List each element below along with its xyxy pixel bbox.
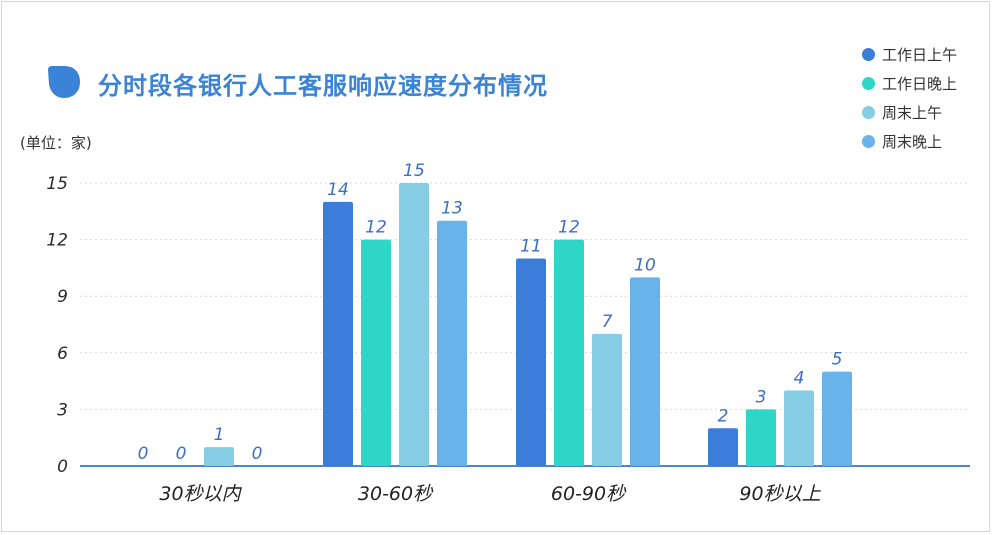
data-label: 7 bbox=[602, 312, 613, 332]
legend-label: 周末晚上 bbox=[882, 133, 943, 151]
title-bubble-icon bbox=[48, 66, 80, 98]
unit-label: (单位：家) bbox=[20, 134, 92, 152]
legend: 工作日上午 工作日晚上 周末上午 周末晚上 bbox=[862, 40, 957, 156]
y-tick-label: 15 bbox=[46, 174, 68, 194]
y-tick-label: 6 bbox=[57, 344, 68, 364]
x-tick-label: 90秒以上 bbox=[739, 483, 821, 505]
data-label: 0 bbox=[138, 444, 149, 464]
legend-swatch bbox=[862, 106, 875, 119]
bar bbox=[708, 428, 738, 466]
bar bbox=[784, 390, 814, 466]
bar bbox=[746, 409, 776, 466]
data-label: 12 bbox=[365, 218, 387, 238]
bar bbox=[516, 258, 546, 466]
y-tick-label: 12 bbox=[46, 231, 68, 251]
chart-title: 分时段各银行人工客服响应速度分布情况 bbox=[98, 72, 548, 100]
data-label: 1 bbox=[214, 425, 225, 445]
data-label: 15 bbox=[403, 161, 425, 181]
data-label: 0 bbox=[176, 444, 187, 464]
data-label: 4 bbox=[794, 369, 805, 389]
bar bbox=[630, 277, 660, 466]
legend-swatch bbox=[862, 48, 875, 61]
data-label: 10 bbox=[634, 255, 656, 275]
bar bbox=[323, 201, 353, 466]
y-tick-label: 9 bbox=[57, 287, 68, 307]
legend-swatch bbox=[862, 77, 875, 90]
bar bbox=[399, 183, 429, 466]
bar bbox=[822, 371, 852, 466]
data-label: 12 bbox=[558, 218, 580, 238]
bar bbox=[437, 220, 467, 466]
data-label: 0 bbox=[252, 444, 263, 464]
y-tick-label: 0 bbox=[57, 457, 68, 477]
legend-label: 周末上午 bbox=[882, 104, 943, 122]
legend-label: 工作日晚上 bbox=[882, 75, 958, 93]
bar bbox=[554, 239, 584, 466]
bar bbox=[361, 239, 391, 466]
legend-item: 周末晚上 bbox=[862, 127, 957, 156]
bar bbox=[204, 447, 234, 466]
legend-swatch bbox=[862, 135, 875, 148]
x-tick-label: 30-60秒 bbox=[358, 483, 434, 505]
data-label: 3 bbox=[756, 387, 767, 407]
bar bbox=[592, 333, 622, 466]
legend-item: 工作日晚上 bbox=[862, 69, 957, 98]
x-tick-label: 30秒以内 bbox=[159, 483, 242, 505]
legend-item: 周末上午 bbox=[862, 98, 957, 127]
data-label: 14 bbox=[327, 180, 349, 200]
y-tick-label: 3 bbox=[57, 400, 68, 420]
data-label: 2 bbox=[718, 406, 729, 426]
legend-item: 工作日上午 bbox=[862, 40, 957, 69]
data-label: 5 bbox=[832, 350, 843, 370]
data-label: 13 bbox=[441, 199, 463, 219]
data-label: 11 bbox=[520, 236, 542, 256]
legend-label: 工作日上午 bbox=[882, 46, 958, 64]
x-tick-label: 60-90秒 bbox=[551, 483, 627, 505]
